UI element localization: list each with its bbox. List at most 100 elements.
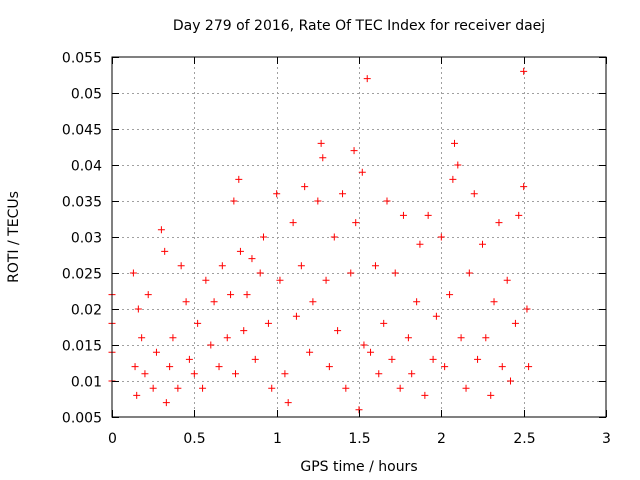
data-point bbox=[437, 233, 445, 241]
data-point bbox=[347, 269, 355, 277]
data-point bbox=[199, 384, 207, 392]
data-point bbox=[352, 219, 360, 227]
data-point bbox=[141, 370, 149, 378]
data-point bbox=[317, 139, 325, 147]
data-point bbox=[503, 276, 511, 284]
data-point bbox=[358, 168, 366, 176]
data-point bbox=[292, 312, 300, 320]
data-point bbox=[157, 226, 165, 234]
x-axis-label: GPS time / hours bbox=[300, 459, 417, 475]
y-tick-label: 0.03 bbox=[71, 231, 102, 247]
data-point bbox=[371, 262, 379, 270]
data-point bbox=[144, 291, 152, 299]
data-point bbox=[490, 298, 498, 306]
x-axis-ticks: 0 0.5 1 1.5 2 2.5 3 bbox=[108, 57, 611, 447]
data-point bbox=[498, 363, 506, 371]
data-point bbox=[236, 247, 244, 255]
data-point bbox=[138, 334, 146, 342]
data-point bbox=[388, 355, 396, 363]
x-tick-label: 1 bbox=[273, 431, 282, 447]
y-axis-label: ROTI / TECUs bbox=[6, 191, 22, 283]
data-point bbox=[449, 175, 457, 183]
data-point bbox=[194, 319, 202, 327]
x-tick-label: 2 bbox=[437, 431, 446, 447]
data-point bbox=[525, 363, 533, 371]
y-axis-ticks: 0.005 0.01 0.015 0.02 0.025 0.03 0.035 0.04 0.04… bbox=[62, 51, 606, 427]
data-point bbox=[319, 154, 327, 162]
data-point bbox=[441, 363, 449, 371]
data-point bbox=[161, 247, 169, 255]
data-point bbox=[454, 161, 462, 169]
data-point bbox=[218, 262, 226, 270]
data-point bbox=[185, 355, 193, 363]
x-tick-label: 0.5 bbox=[183, 431, 205, 447]
data-point bbox=[396, 384, 404, 392]
data-point bbox=[451, 139, 459, 147]
x-tick-label: 2.5 bbox=[513, 431, 535, 447]
data-point bbox=[339, 190, 347, 198]
y-tick-label: 0.005 bbox=[62, 411, 102, 427]
data-point bbox=[314, 197, 322, 205]
y-tick-label: 0.01 bbox=[71, 375, 102, 391]
data-point bbox=[256, 269, 264, 277]
data-point bbox=[367, 348, 375, 356]
data-point bbox=[190, 370, 198, 378]
grid-lines bbox=[112, 57, 606, 417]
data-point bbox=[149, 384, 157, 392]
data-point bbox=[232, 370, 239, 378]
data-point bbox=[391, 269, 399, 277]
data-point bbox=[169, 334, 177, 342]
x-tick-label: 1.5 bbox=[348, 431, 370, 447]
data-point bbox=[322, 276, 330, 284]
data-point bbox=[474, 355, 482, 363]
data-point bbox=[264, 319, 272, 327]
data-point bbox=[230, 197, 238, 205]
data-point bbox=[470, 190, 478, 198]
y-tick-label: 0.035 bbox=[62, 195, 102, 211]
data-point bbox=[306, 348, 314, 356]
data-point bbox=[297, 262, 305, 270]
data-point bbox=[177, 262, 185, 270]
data-point bbox=[207, 341, 215, 349]
data-point bbox=[166, 363, 174, 371]
data-point bbox=[248, 255, 256, 263]
data-point bbox=[281, 370, 289, 378]
data-point bbox=[482, 334, 490, 342]
data-point bbox=[235, 175, 243, 183]
data-point bbox=[210, 298, 218, 306]
data-point bbox=[515, 211, 523, 219]
data-point bbox=[432, 312, 440, 320]
data-point bbox=[289, 219, 297, 227]
data-point bbox=[495, 219, 503, 227]
data-point bbox=[462, 384, 470, 392]
data-point bbox=[429, 355, 437, 363]
data-point bbox=[268, 384, 276, 392]
data-point bbox=[350, 147, 358, 155]
data-point bbox=[421, 391, 429, 399]
y-tick-label: 0.02 bbox=[71, 303, 102, 319]
data-point bbox=[446, 291, 454, 299]
y-tick-label: 0.04 bbox=[71, 159, 102, 175]
data-point bbox=[383, 197, 391, 205]
data-point bbox=[162, 399, 170, 407]
data-point bbox=[330, 233, 338, 241]
data-point bbox=[523, 305, 531, 313]
data-point bbox=[413, 298, 421, 306]
data-point bbox=[325, 363, 333, 371]
y-tick-label: 0.055 bbox=[62, 51, 102, 67]
data-point bbox=[240, 327, 248, 335]
data-point bbox=[182, 298, 190, 306]
y-tick-label: 0.045 bbox=[62, 123, 102, 139]
data-point bbox=[520, 67, 528, 75]
data-point bbox=[416, 240, 424, 248]
data-point bbox=[202, 276, 210, 284]
data-point bbox=[152, 348, 160, 356]
data-point bbox=[334, 327, 342, 335]
data-point bbox=[223, 334, 231, 342]
data-point bbox=[243, 291, 251, 299]
data-point bbox=[380, 319, 388, 327]
x-tick-label: 0 bbox=[108, 431, 117, 447]
data-point bbox=[259, 233, 267, 241]
data-point bbox=[284, 399, 292, 407]
